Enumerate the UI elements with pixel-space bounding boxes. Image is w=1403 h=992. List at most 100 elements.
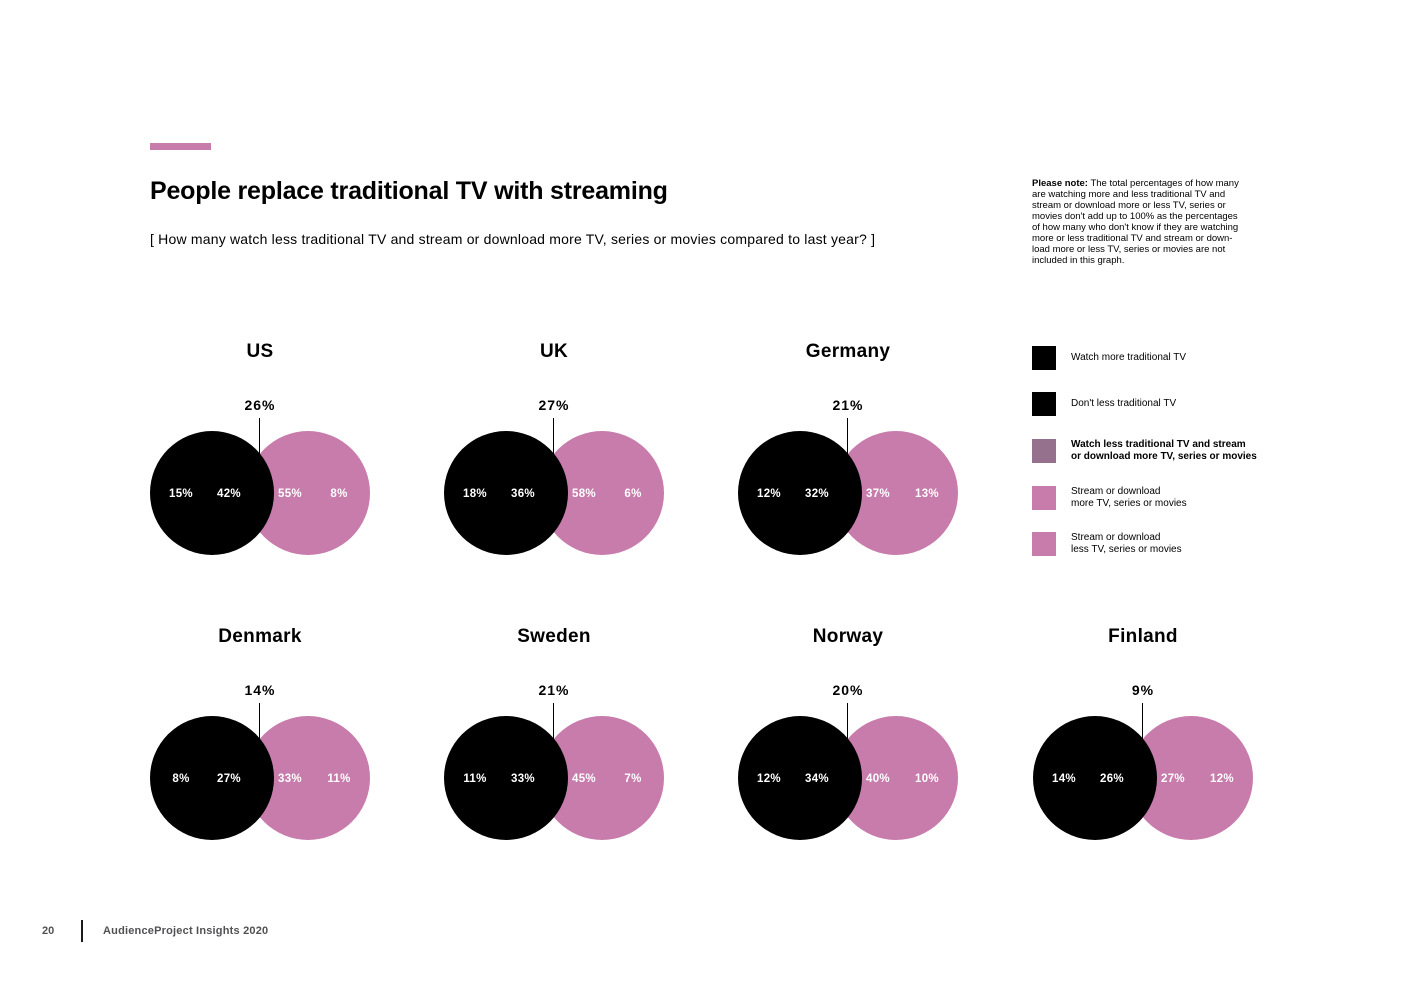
note-line: of how many who don't know if they are w… [1032, 222, 1239, 233]
watch-less-value: 26% [1100, 773, 1124, 785]
traditional-tv-circle [738, 716, 862, 840]
footer-title: AudienceProject Insights 2020 [103, 925, 269, 937]
overlap-connector-line [847, 703, 848, 741]
page-title: People replace traditional TV with strea… [150, 177, 668, 205]
country-title: Denmark [218, 626, 302, 647]
watch-less-value: 32% [805, 488, 829, 500]
overlap-connector-line [847, 418, 848, 456]
country-title: Germany [805, 341, 891, 362]
footer-divider [81, 920, 83, 942]
watch-more-value: 15% [169, 488, 193, 500]
accent-dash [150, 143, 211, 150]
country-title: US [246, 341, 274, 362]
stream-more-value: 27% [1161, 773, 1185, 785]
venn-finland: Finland 9% 14% 26% 27% 12% [1023, 626, 1263, 876]
legend-label: Watch less traditional TV and stream or … [1071, 439, 1257, 463]
venn-sweden: Sweden 21% 11% 33% 45% 7% [434, 626, 674, 876]
stream-less-value: 7% [624, 773, 642, 785]
venn-denmark: Denmark 14% 8% 27% 33% 11% [140, 626, 380, 876]
legend-label-line: less TV, series or movies [1071, 544, 1182, 555]
stream-less-value: 6% [624, 488, 642, 500]
overlap-connector-line [553, 418, 554, 456]
note-line: included in this graph. [1032, 255, 1125, 266]
stream-more-value: 40% [866, 773, 890, 785]
watch-more-value: 12% [757, 773, 781, 785]
legend-item-dont-less: Don't less traditional TV [1032, 392, 1176, 416]
legend-label: Don't less traditional TV [1071, 398, 1177, 409]
watch-less-value: 27% [217, 773, 241, 785]
traditional-tv-circle [444, 431, 568, 555]
overlap-value: 20% [832, 682, 864, 698]
stream-less-value: 8% [330, 488, 348, 500]
legend-label: Stream or download more TV, series or mo… [1071, 486, 1187, 510]
note-line: are watching more and less traditional T… [1032, 189, 1226, 200]
note-text: The total percentages of how many [1090, 178, 1239, 189]
overlap-connector-line [259, 418, 260, 456]
overlap-connector-line [553, 703, 554, 741]
legend-item-stream-more: Stream or download more TV, series or mo… [1032, 486, 1187, 510]
country-title: Finland [1108, 626, 1178, 647]
traditional-tv-circle [738, 431, 862, 555]
legend-label: Watch more traditional TV [1071, 352, 1187, 363]
stream-less-value: 11% [327, 773, 351, 785]
legend-label-line: Watch less traditional TV and stream [1071, 439, 1246, 450]
legend-swatch-black [1032, 346, 1056, 370]
overlap-connector-line [259, 703, 260, 741]
stream-less-value: 10% [915, 773, 939, 785]
overlap-value: 9% [1131, 682, 1155, 698]
note-line: more or less traditional TV and stream o… [1032, 233, 1233, 244]
stream-more-value: 55% [278, 488, 302, 500]
venn-norway: Norway 20% 12% 34% 40% 10% [728, 626, 968, 876]
overlap-value: 14% [244, 682, 276, 698]
watch-less-value: 36% [511, 488, 535, 500]
stream-more-value: 45% [572, 773, 596, 785]
watch-more-value: 12% [757, 488, 781, 500]
watch-more-value: 14% [1052, 773, 1076, 785]
traditional-tv-circle [150, 716, 274, 840]
stream-more-value: 37% [866, 488, 890, 500]
stream-more-value: 58% [572, 488, 596, 500]
legend-label-line: Stream or download [1071, 486, 1161, 497]
legend-item-watch-less-stream-more: Watch less traditional TV and stream or … [1032, 439, 1257, 463]
country-title: Sweden [517, 626, 591, 647]
legend-label-line: Stream or download [1071, 532, 1161, 543]
overlap-value: 21% [832, 397, 864, 413]
watch-more-value: 8% [172, 773, 190, 785]
note-line: movies don't add up to 100% as the perce… [1032, 211, 1238, 222]
overlap-value: 27% [538, 397, 570, 413]
watch-more-value: 18% [463, 488, 487, 500]
legend-label: Stream or download less TV, series or mo… [1071, 532, 1182, 556]
stream-more-value: 33% [278, 773, 302, 785]
stream-less-value: 12% [1210, 773, 1234, 785]
note-block: Please note: The total percentages of ho… [1032, 178, 1256, 266]
traditional-tv-circle [444, 716, 568, 840]
note-line: stream or download more or less TV, seri… [1032, 200, 1226, 211]
legend-swatch-mauve [1032, 439, 1056, 463]
legend-label-line: more TV, series or movies [1071, 498, 1187, 509]
venn-us: US 26% 15% 42% 55% 8% [140, 341, 380, 591]
overlap-connector-line [1142, 703, 1143, 741]
page-subtitle: [ How many watch less traditional TV and… [150, 231, 876, 247]
note-label: Please note: [1032, 178, 1088, 189]
overlap-value: 26% [244, 397, 276, 413]
legend-item-watch-more: Watch more traditional TV [1032, 346, 1186, 370]
traditional-tv-circle [1033, 716, 1157, 840]
stream-less-value: 13% [915, 488, 939, 500]
venn-uk: UK 27% 18% 36% 58% 6% [434, 341, 674, 591]
note-line: Please note: The total percentages of ho… [1032, 178, 1256, 189]
legend-item-stream-less: Stream or download less TV, series or mo… [1032, 532, 1182, 556]
venn-germany: Germany 21% 12% 32% 37% 13% [728, 341, 968, 591]
country-title: Norway [812, 626, 884, 647]
overlap-value: 21% [538, 682, 570, 698]
traditional-tv-circle [150, 431, 274, 555]
legend-swatch-pink [1032, 486, 1056, 510]
watch-less-value: 34% [805, 773, 829, 785]
watch-less-value: 42% [217, 488, 241, 500]
legend-swatch-pink [1032, 532, 1056, 556]
watch-more-value: 11% [463, 773, 487, 785]
country-title: UK [539, 341, 569, 362]
page-number: 20 [42, 925, 55, 937]
legend-label-line: or download more TV, series or movies [1071, 451, 1257, 462]
watch-less-value: 33% [511, 773, 535, 785]
